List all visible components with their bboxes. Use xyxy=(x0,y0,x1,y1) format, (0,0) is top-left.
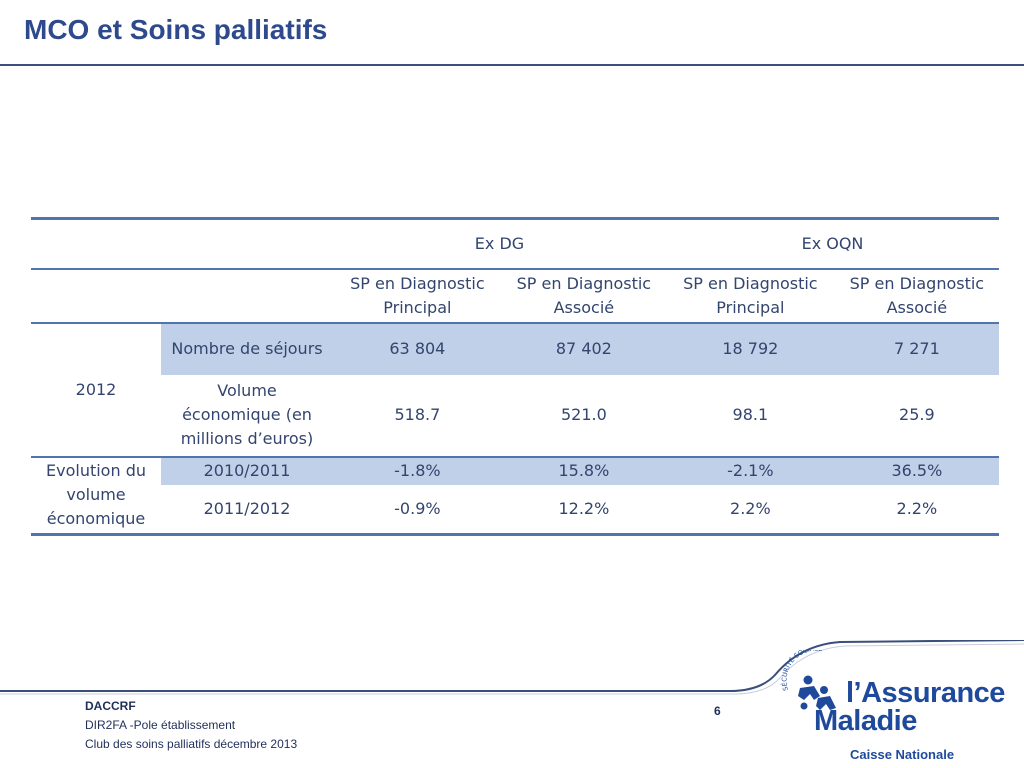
value-cell: 2.2% xyxy=(665,484,835,536)
group-header-ex-oqn: Ex OQN xyxy=(665,217,999,269)
value-cell: -0.9% xyxy=(333,484,502,536)
people-figures-icon: SÉCURITÉ SOCIALE xyxy=(780,650,836,710)
value-cell: 7 271 xyxy=(834,321,999,375)
logo-name-line1: l’Assurance xyxy=(846,677,1005,709)
subheader-cell: SP en Diagnostic Principal xyxy=(333,267,502,323)
value-cell: 521.0 xyxy=(560,405,607,424)
footer-org: DACCRF xyxy=(85,699,136,713)
value-cell: 18 792 xyxy=(665,321,835,375)
header-empty-cell xyxy=(31,217,161,269)
value-cell: 518.7 xyxy=(394,405,441,424)
table-row: Volume économique (en millions d’euros) … xyxy=(31,375,999,457)
table-row: Evolution du volume économique 2010/2011… xyxy=(31,455,999,536)
footer-swoosh xyxy=(0,640,1024,695)
value-cell: 12.2% xyxy=(501,484,666,536)
row-label: Volume économique (en millions d’euros) xyxy=(180,381,314,448)
value-cell: 36.5% xyxy=(834,455,999,485)
logo-arc-text: SÉCURITÉ SOCIALE xyxy=(780,650,823,692)
page-number: 6 xyxy=(714,704,721,718)
header-empty-cell xyxy=(161,267,333,323)
row-label: Nombre de séjours xyxy=(161,321,333,375)
value-cell: 2.2% xyxy=(834,484,999,536)
logo-subtitle: Caisse Nationale xyxy=(850,747,955,762)
value-cell: 15.8% xyxy=(501,455,666,485)
header-empty-cell xyxy=(161,217,333,269)
footer-info: DACCRF DIR2FA -Pole établissement Club d… xyxy=(85,697,297,754)
svg-text:SÉCURITÉ SOCIALE: SÉCURITÉ SOCIALE xyxy=(780,650,823,692)
value-cell: 98.1 xyxy=(732,405,769,424)
table-row: 2012 Nombre de séjours 63 804 87 402 18 … xyxy=(31,321,999,457)
header-empty-cell xyxy=(31,267,161,323)
row-label: 2010/2011 xyxy=(161,455,333,485)
year-label: 2012 xyxy=(31,321,161,457)
title-divider xyxy=(0,64,1024,66)
subheader-cell: SP en Diagnostic Associé xyxy=(501,267,666,323)
value-cell: 63 804 xyxy=(333,321,502,375)
table-row: 2011/2012 -0.9% 12.2% 2.2% 2.2% xyxy=(31,484,999,536)
row-label: 2011/2012 xyxy=(161,484,333,536)
value-cell: -1.8% xyxy=(333,455,502,485)
table-subheader-row: SP en Diagnostic Principal SP en Diagnos… xyxy=(31,267,999,323)
logo-name-line2: Maladie xyxy=(814,705,917,737)
slide-title: MCO et Soins palliatifs xyxy=(24,14,328,45)
value-cell: 25.9 xyxy=(899,405,935,424)
subheader-cell: SP en Diagnostic Associé xyxy=(834,267,999,323)
data-table: Ex DG Ex OQN SP en Diagnostic Principal … xyxy=(31,217,999,536)
table-group-header-row: Ex DG Ex OQN xyxy=(31,217,999,269)
subheader-cell: SP en Diagnostic Principal xyxy=(665,267,835,323)
footer-department: DIR2FA -Pole établissement xyxy=(85,718,236,732)
value-cell: 87 402 xyxy=(501,321,666,375)
group-header-ex-dg: Ex DG xyxy=(333,217,666,269)
value-cell: -2.1% xyxy=(665,455,835,485)
footer-event: Club des soins palliatifs décembre 2013 xyxy=(85,737,298,751)
evolution-label: Evolution du volume économique xyxy=(31,455,161,536)
